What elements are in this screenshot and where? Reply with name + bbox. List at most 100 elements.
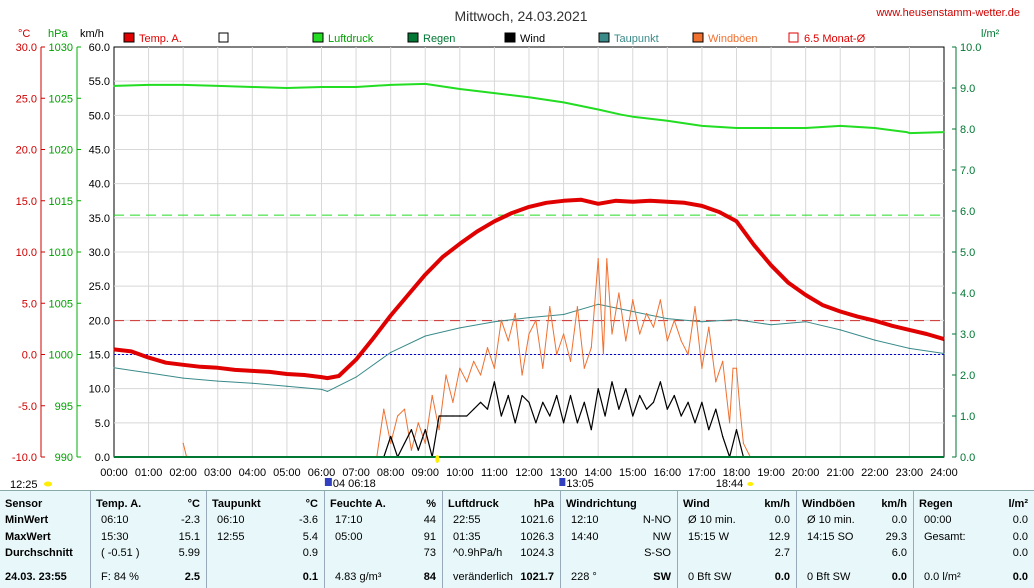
dawn-marker-icon <box>324 478 332 486</box>
data-point <box>438 429 440 431</box>
data-point <box>182 442 184 444</box>
footer-label: 0 Bft SW <box>688 571 732 583</box>
data-point <box>632 310 634 313</box>
data-point <box>562 422 565 424</box>
series-windben <box>182 258 751 458</box>
data-point <box>113 367 115 369</box>
legend-swatch <box>788 32 799 43</box>
column-unit: km/h <box>764 498 790 510</box>
row-label: MaxWert <box>5 531 51 543</box>
data-point <box>445 415 447 417</box>
data-point <box>251 382 253 384</box>
data-point <box>493 321 496 323</box>
row-time: Ø 10 min. <box>688 514 736 526</box>
column-unit: % <box>426 498 436 510</box>
data-point <box>770 264 772 266</box>
column-unit: °C <box>187 498 200 510</box>
time-tick-label: 06:00 <box>308 467 336 479</box>
data-point <box>417 422 419 424</box>
data-point <box>708 429 710 431</box>
data-point <box>459 415 461 417</box>
data-point <box>694 306 696 308</box>
data-point <box>569 360 572 362</box>
data-point <box>597 388 599 390</box>
data-point <box>649 200 651 202</box>
time-tick-label: 12:00 <box>515 467 543 479</box>
data-point <box>479 401 482 403</box>
data-point <box>562 313 565 316</box>
data-point <box>908 132 911 134</box>
column-header: Windrichtung <box>566 498 637 510</box>
data-point <box>639 333 641 335</box>
legend-swatch <box>504 32 516 43</box>
data-point <box>611 333 613 335</box>
data-point <box>320 86 323 88</box>
data-point <box>583 401 585 403</box>
data-point <box>338 375 340 377</box>
data-point <box>403 408 406 410</box>
rain-tick-label: 2.0 <box>960 370 975 382</box>
data-point <box>286 87 288 89</box>
wind-tick-label: 15.0 <box>89 350 110 362</box>
column-header: Temp. A. <box>96 498 142 510</box>
data-point <box>410 449 413 451</box>
dusk-marker-label: 18:44 <box>716 478 744 490</box>
data-point <box>822 304 824 306</box>
data-point <box>673 394 675 397</box>
temp-tick-label: -10.0 <box>12 452 37 464</box>
data-point <box>303 374 305 376</box>
time-tick-label: 18:00 <box>723 467 751 479</box>
data-point <box>926 333 928 335</box>
data-point <box>476 230 478 233</box>
row-time: 14:15 SO <box>807 531 854 543</box>
data-point <box>659 381 662 383</box>
wind-tick-label: 55.0 <box>89 76 110 88</box>
data-point <box>147 372 150 374</box>
time-tick-label: 00:00 <box>100 467 128 479</box>
row-time: ( -0.51 ) <box>101 547 140 559</box>
data-point <box>659 299 662 301</box>
data-point <box>908 347 911 349</box>
data-point <box>604 415 606 417</box>
data-point <box>728 422 731 424</box>
row-value: 0.0 <box>891 514 907 526</box>
data-point <box>452 415 454 417</box>
row-value: -3.6 <box>299 514 318 526</box>
data-point <box>459 88 461 90</box>
weather-chart: Mittwoch, 24.03.2021 www.heusenstamm-wett… <box>10 7 1020 490</box>
footer-label: 24.03. 23:55 <box>5 571 67 583</box>
legend-swatch <box>218 32 229 43</box>
noon-marker-icon <box>559 478 566 486</box>
data-point <box>493 92 496 94</box>
data-point <box>424 273 426 276</box>
data-point <box>326 377 328 379</box>
data-point <box>625 340 627 342</box>
time-tick-label: 15:00 <box>619 467 647 479</box>
row-time: 12:55 <box>217 531 245 543</box>
data-point <box>507 394 509 397</box>
row-value: 91 <box>423 531 436 543</box>
data-point <box>673 319 675 321</box>
data-point <box>473 360 475 362</box>
data-point <box>514 312 516 315</box>
data-point <box>839 310 841 313</box>
data-point <box>943 131 945 133</box>
footer-value: 84 <box>423 571 436 583</box>
unit-rain: l/m² <box>981 28 1000 40</box>
footer-value: 0.0 <box>1012 571 1028 583</box>
data-point <box>542 367 544 369</box>
rain-tick-label: 3.0 <box>960 329 975 341</box>
data-point <box>390 351 392 354</box>
data-point <box>770 324 772 326</box>
wind-tick-label: 30.0 <box>89 247 110 259</box>
rain-tick-label: 1.0 <box>960 411 975 423</box>
data-point <box>856 315 859 318</box>
row-value: S-SO <box>644 547 671 559</box>
footer-label: 0.0 l/m² <box>924 571 961 583</box>
rain-tick-label: 0.0 <box>960 452 975 464</box>
legend-swatch <box>312 32 324 43</box>
legend-swatch <box>598 32 610 43</box>
legend-label: Regen <box>423 33 455 45</box>
data-point <box>320 388 323 390</box>
rain-tick-label: 9.0 <box>960 83 975 95</box>
